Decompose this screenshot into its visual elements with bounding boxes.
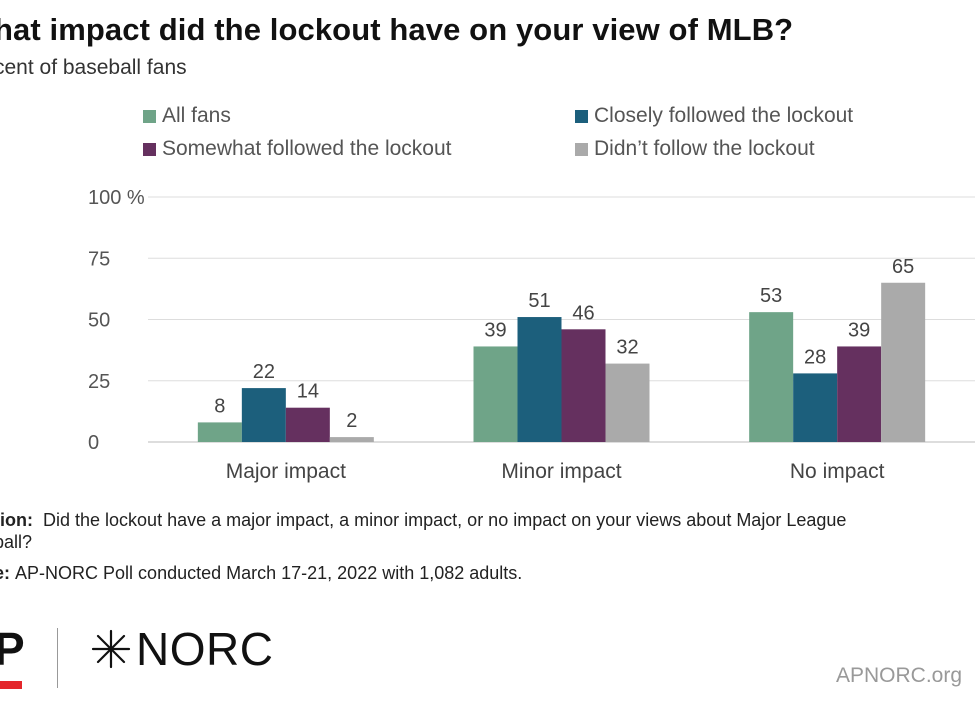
legend-swatch	[575, 142, 588, 156]
bar	[285, 407, 330, 442]
legend-item-somewhat: Somewhat followed the lockout	[143, 137, 452, 161]
y-tick-label: 0	[88, 432, 99, 454]
y-tick-label: 100 %	[88, 187, 145, 209]
data-label: 8	[214, 395, 225, 417]
bar	[561, 329, 606, 442]
legend-label: Somewhat followed the lockout	[162, 137, 452, 160]
legend-label: All fans	[162, 104, 231, 127]
bar	[605, 363, 650, 442]
data-label: 14	[297, 381, 319, 403]
site-url: APNORC.org	[835, 664, 962, 687]
data-label: 2	[346, 410, 357, 432]
y-tick-label: 50	[88, 310, 110, 332]
x-category-label: No impact	[790, 460, 885, 483]
source-text: AP-NORC Poll conducted March 17-21, 2022…	[15, 563, 523, 583]
chart-title: hat impact did the lockout have on your …	[0, 12, 794, 47]
data-label: 39	[848, 319, 870, 341]
norc-star-icon	[91, 629, 131, 669]
data-label: 65	[892, 256, 914, 278]
bar-chart: 0 25 50 75 100 % 8 22 14 2 Major impact 39 51 46 32 Mi…	[88, 187, 975, 483]
norc-logo: NORC	[90, 622, 273, 676]
bar	[329, 437, 374, 442]
legend-swatch	[575, 109, 588, 123]
bar	[517, 317, 562, 442]
data-label: 51	[528, 290, 550, 312]
question-text-line2: ball?	[0, 532, 33, 552]
legend-item-didnt: Didn’t follow the lockout	[575, 137, 815, 161]
source-label: e:	[0, 563, 11, 583]
data-label: 39	[484, 319, 506, 341]
data-label: 22	[253, 361, 275, 383]
bar	[881, 282, 926, 442]
data-label: 28	[804, 346, 826, 368]
bar	[837, 346, 882, 442]
x-category-label: Major impact	[226, 460, 346, 483]
source-note: e: AP-NORC Poll conducted March 17-21, 2…	[0, 563, 522, 584]
legend-item-closely: Closely followed the lockout	[575, 104, 853, 128]
norc-logo-text: NORC	[136, 623, 274, 675]
question-text: Did the lockout have a major impact, a m…	[43, 510, 847, 530]
legend-label: Closely followed the lockout	[594, 104, 854, 127]
data-label: 32	[616, 337, 638, 359]
x-category-label: Minor impact	[501, 460, 621, 483]
legend-swatch	[143, 142, 156, 156]
bar	[749, 312, 794, 442]
bar	[473, 346, 518, 442]
data-label: 46	[572, 302, 594, 324]
chart-subtitle: cent of baseball fans	[0, 56, 187, 79]
data-label: 53	[760, 285, 782, 307]
bar	[241, 388, 286, 442]
y-tick-label: 75	[88, 248, 110, 270]
ap-logo: P	[0, 623, 25, 675]
ap-logo-bar	[0, 681, 22, 689]
legend-item-all-fans: All fans	[143, 104, 231, 128]
bar	[793, 373, 838, 442]
logo-divider	[57, 628, 58, 688]
legend-swatch	[143, 109, 156, 123]
y-tick-label: 25	[88, 371, 110, 393]
legend-label: Didn’t follow the lockout	[594, 137, 815, 160]
bar	[197, 422, 242, 442]
